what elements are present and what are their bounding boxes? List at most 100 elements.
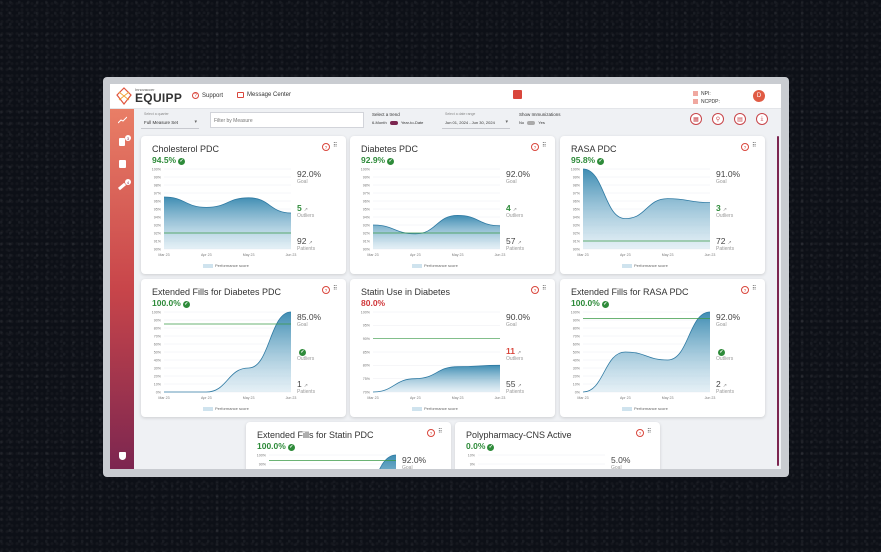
x-tick-label: Apr 23: [410, 396, 421, 400]
outliers-value[interactable]: 5 ↗: [297, 203, 308, 213]
performance-area: [164, 197, 291, 249]
drag-handle-icon[interactable]: ⠿: [542, 143, 547, 149]
help-icon[interactable]: ?: [531, 286, 539, 294]
x-tick-label: Jun 23: [495, 253, 506, 257]
measure-card[interactable]: Cholesterol PDC 94.5% ✓ ? ⠿ 100% 99% 98% 97%…: [141, 136, 346, 274]
drag-handle-icon[interactable]: ⠿: [752, 143, 757, 149]
drag-handle-icon[interactable]: ⠿: [647, 429, 652, 435]
top-bar: Innovaccer EQUIPP ? Support Message Cent…: [110, 84, 781, 109]
outliers-value[interactable]: 4 ↗: [506, 203, 517, 213]
score-value: 80.0%: [361, 298, 386, 308]
avatar[interactable]: D: [753, 90, 765, 102]
patients-label: Patients: [506, 246, 525, 252]
sidebar-item-reports[interactable]: 3: [117, 135, 131, 147]
y-tick-label: 70%: [573, 334, 581, 338]
y-tick-label: 100%: [361, 310, 371, 314]
immunizations-yes[interactable]: Yes: [538, 120, 545, 125]
logo-title[interactable]: EQUIPP: [135, 91, 183, 105]
drag-handle-icon[interactable]: ⠿: [438, 429, 443, 435]
immunizations-no[interactable]: No: [519, 120, 525, 125]
card-score: 95.8% ✓: [571, 155, 605, 165]
export-button[interactable]: ▤: [734, 113, 746, 125]
help-icon[interactable]: ?: [427, 429, 435, 437]
drag-handle-icon[interactable]: ⠿: [542, 286, 547, 292]
help-icon[interactable]: ?: [322, 286, 330, 294]
outliers-value[interactable]: ✓: [716, 346, 725, 356]
patients-value[interactable]: 2 ↗: [716, 379, 727, 389]
goal-label: Goal: [611, 465, 622, 469]
sidebar-item-security[interactable]: [117, 451, 127, 461]
measure-card[interactable]: Extended Fills for Diabetes PDC 100.0% ✓ …: [141, 279, 346, 417]
patients-value[interactable]: 1 ↗: [297, 379, 308, 389]
outliers-value[interactable]: ✓: [297, 346, 306, 356]
immunizations-toggle[interactable]: [527, 120, 536, 125]
card-score: 80.0%: [361, 298, 385, 308]
help-icon[interactable]: ?: [322, 143, 330, 151]
outliers-label: Outliers: [297, 213, 315, 219]
store-icon[interactable]: [513, 90, 522, 99]
check-circle-icon: ✓: [299, 349, 306, 356]
filter-button[interactable]: ⚲: [712, 113, 724, 125]
measure-card[interactable]: Extended Fills for RASA PDC 100.0% ✓ ? ⠿ …: [560, 279, 765, 417]
card-title: Extended Fills for Diabetes PDC: [152, 287, 282, 297]
grid-view-button[interactable]: ▦: [690, 113, 702, 125]
performance-line: [582, 311, 711, 393]
download-button[interactable]: ⤓: [756, 113, 768, 125]
measure-set-select[interactable]: Select a quarter Full Measure Set ▾: [141, 112, 199, 129]
y-tick-label: 100%: [571, 167, 581, 171]
scrollbar[interactable]: [777, 136, 779, 466]
goal-value: 91.0%: [716, 169, 741, 179]
score-value: 100.0%: [152, 298, 181, 308]
date-range-value: Jun 01, 2024 - Jun 30, 2024: [445, 120, 495, 125]
measure-card[interactable]: Polypharmacy-CNS Active 0.0% ✓ ? ⠿ 10% 9% …: [455, 422, 660, 469]
y-tick-label: 90%: [573, 318, 581, 322]
patients-value[interactable]: 92 ↗: [297, 236, 313, 246]
help-icon: ?: [192, 92, 199, 99]
check-circle-icon: ✓: [487, 444, 495, 451]
x-tick-label: May 23: [662, 396, 674, 400]
y-tick-label: 90%: [363, 247, 371, 251]
trend-option-6month[interactable]: 6-Month: [372, 120, 387, 125]
patients-label: Patients: [716, 246, 735, 252]
trend-toggle[interactable]: [389, 120, 398, 125]
y-tick-label: 75%: [363, 377, 371, 381]
date-range-select[interactable]: Select a date range Jun 01, 2024 - Jun 3…: [442, 112, 510, 129]
sidebar-item-patients[interactable]: [117, 159, 127, 169]
performance-area: [373, 215, 500, 249]
drag-handle-icon[interactable]: ⠿: [752, 286, 757, 292]
y-tick-label: 10%: [468, 453, 476, 457]
patients-value[interactable]: 72 ↗: [716, 236, 732, 246]
goal-value: 92.0%: [402, 455, 427, 465]
x-tick-label: May 23: [452, 396, 464, 400]
measure-card[interactable]: RASA PDC 95.8% ✓ ? ⠿ 100% 99% 98% 97% 96% 95% 9…: [560, 136, 765, 274]
patients-count: 57: [506, 236, 516, 246]
y-tick-label: 98%: [573, 183, 581, 187]
outliers-value[interactable]: 3 ↗: [716, 203, 727, 213]
outliers-value[interactable]: 11 ↗: [506, 346, 521, 356]
x-tick-label: May 23: [662, 253, 674, 257]
trend-chart: 100% 90% 80% 70% 60% 50% 40% 30% 20% 10% 0% Mar 23 A…: [152, 310, 297, 400]
patients-value[interactable]: 57 ↗: [506, 236, 522, 246]
x-tick-label: Jun 23: [495, 396, 506, 400]
trend-chart: 100% 99% 98% 97% 96% 95% 94% 93% 92% 91% 90% Mar 23…: [571, 167, 716, 257]
help-icon[interactable]: ?: [741, 143, 749, 151]
patients-value[interactable]: 55 ↗: [506, 379, 522, 389]
message-center-link[interactable]: Message Center: [237, 92, 291, 98]
y-tick-label: 40%: [573, 358, 581, 362]
measure-card[interactable]: Diabetes PDC 92.9% ✓ ? ⠿ 100% 99% 98% 97% 96%…: [350, 136, 555, 274]
x-tick-label: Apr 23: [620, 396, 631, 400]
measure-card[interactable]: Statin Use in Diabetes 80.0% ? ⠿ 100% 95%…: [350, 279, 555, 417]
drag-handle-icon[interactable]: ⠿: [333, 286, 338, 292]
help-icon[interactable]: ?: [636, 429, 644, 437]
measure-card[interactable]: Extended Fills for Statin PDC 100.0% ✓ ? …: [246, 422, 451, 469]
grid-icon: ▦: [693, 116, 699, 123]
sidebar-item-immunizations[interactable]: 4: [117, 179, 131, 191]
support-link[interactable]: ? Support: [192, 92, 223, 99]
y-tick-label: 92%: [363, 231, 371, 235]
help-icon[interactable]: ?: [741, 286, 749, 294]
help-icon[interactable]: ?: [531, 143, 539, 151]
measure-search-input[interactable]: Filter by Measure: [210, 112, 364, 128]
drag-handle-icon[interactable]: ⠿: [333, 143, 338, 149]
trend-option-ytd[interactable]: Year-to-Date: [400, 120, 424, 125]
sidebar-item-trends[interactable]: [117, 115, 127, 125]
